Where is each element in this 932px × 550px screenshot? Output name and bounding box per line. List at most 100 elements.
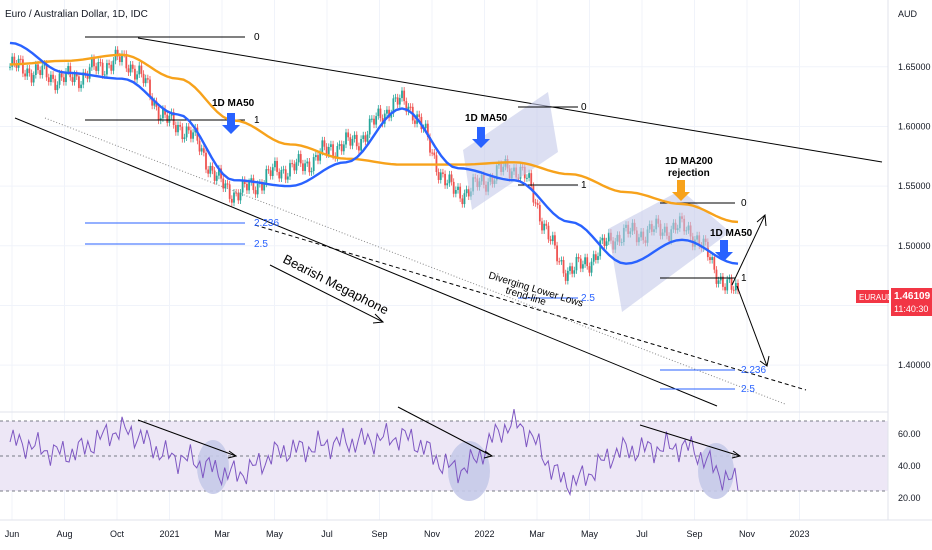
megaphone-label: Bearish Megaphone	[281, 251, 391, 317]
rsi-pane	[0, 406, 888, 501]
candle-body	[349, 137, 352, 146]
candle-body	[200, 148, 203, 152]
time-tick-label: Mar	[214, 529, 230, 539]
rsi-divergence-b	[397, 406, 493, 457]
rsi-divergence-a	[137, 419, 237, 457]
candle-body	[381, 118, 384, 124]
channel-b	[463, 92, 558, 210]
candle-body	[457, 186, 459, 191]
axis-currency: AUD	[898, 9, 918, 19]
candle-body	[118, 56, 121, 63]
candle-body	[321, 140, 324, 152]
ma200-line	[9, 53, 739, 224]
candle-body	[179, 124, 182, 127]
candle-body	[252, 178, 255, 191]
candle-body	[405, 101, 408, 112]
dotted-support-line	[44, 117, 786, 405]
candle-body	[146, 78, 149, 80]
candle-body	[19, 58, 22, 60]
candle-body	[724, 286, 726, 291]
time-tick-label: Mar	[529, 529, 545, 539]
candle-body	[263, 183, 266, 191]
candle-body	[526, 177, 528, 179]
candle-body	[586, 257, 589, 267]
candle-body	[732, 289, 735, 291]
candle-body	[224, 183, 227, 189]
candle-body	[403, 90, 406, 102]
candle-body	[394, 97, 397, 99]
ma50-line	[9, 41, 739, 265]
channel-c	[608, 190, 730, 312]
candle-body	[465, 189, 468, 194]
candle-body	[71, 77, 74, 83]
candle-body	[323, 140, 326, 147]
candle-body	[269, 170, 272, 177]
candle-body	[202, 148, 205, 153]
ma200-label-2: rejection	[668, 168, 710, 179]
candle-body	[368, 118, 371, 135]
candle-body	[209, 165, 212, 174]
candle-body	[90, 58, 93, 68]
price-tick-label: 1.65000	[898, 62, 931, 72]
candle-body	[364, 135, 367, 142]
candle-body	[187, 126, 190, 131]
candle-body	[291, 163, 294, 165]
candle-body	[168, 115, 171, 123]
time-axis[interactable]: Jun Aug Oct 2021 Mar May Jul Sep Nov 2022 Mar May Ju…	[0, 519, 932, 550]
candle-body	[131, 64, 134, 69]
candle-body	[302, 163, 304, 172]
candle-body	[65, 71, 67, 83]
fib-labels: 0 1 2.236 2.5 0 1 2.5 0 1 2.236 2.5	[254, 32, 766, 395]
fib-lines	[85, 36, 735, 390]
candle-body	[88, 67, 91, 79]
candle-body	[69, 66, 72, 78]
annotation-texts: 1D MA50 1D MA50 1D MA50 1D MA200 rejecti…	[212, 98, 753, 239]
price-badge-symbol: EURAUD	[859, 293, 893, 302]
candle-body	[347, 132, 350, 138]
candle-body	[325, 146, 328, 155]
candle-body	[338, 144, 341, 147]
time-tick-label: 2021	[159, 529, 179, 539]
candle-body	[446, 183, 449, 186]
candle-body	[192, 132, 194, 139]
candle-body	[215, 175, 218, 181]
candle-body	[241, 179, 244, 193]
candle-body	[340, 144, 343, 152]
candle-body	[256, 183, 259, 195]
candle-body	[276, 160, 278, 172]
candle-body	[284, 169, 287, 180]
candle-body	[47, 77, 50, 83]
price-tick-label: 1.55000	[898, 181, 931, 191]
candle-body	[424, 123, 427, 129]
candle-body	[274, 160, 276, 168]
candle-body	[579, 258, 582, 269]
fib-c-1: 1	[741, 273, 747, 284]
candle-body	[28, 68, 31, 74]
candle-body	[433, 152, 436, 156]
candle-body	[43, 63, 46, 66]
candle-body	[573, 270, 576, 274]
candle-body	[448, 174, 451, 184]
price-badge: EURAUD 1.46109 11:40:30	[856, 288, 932, 316]
candle-body	[24, 73, 26, 77]
candle-body	[330, 144, 332, 147]
price-axis[interactable]: AUD 1.650001.600001.550001.500001.450001…	[887, 0, 932, 520]
candle-body	[332, 144, 334, 156]
candle-body	[547, 225, 550, 240]
candle-body	[142, 73, 145, 84]
time-tick-label: Nov	[424, 529, 441, 539]
candle-body	[588, 266, 591, 273]
candle-body	[366, 134, 369, 142]
candle-body	[230, 198, 233, 203]
ma50-arrow-c	[715, 240, 733, 261]
candle-body	[353, 134, 356, 139]
candle-body	[459, 186, 462, 199]
candle-body	[254, 190, 257, 195]
candle-body	[121, 53, 123, 63]
candle-body	[110, 64, 113, 71]
candle-body	[39, 70, 42, 76]
candle-body	[362, 135, 365, 140]
candle-body	[243, 179, 246, 184]
candle-body	[282, 169, 285, 171]
